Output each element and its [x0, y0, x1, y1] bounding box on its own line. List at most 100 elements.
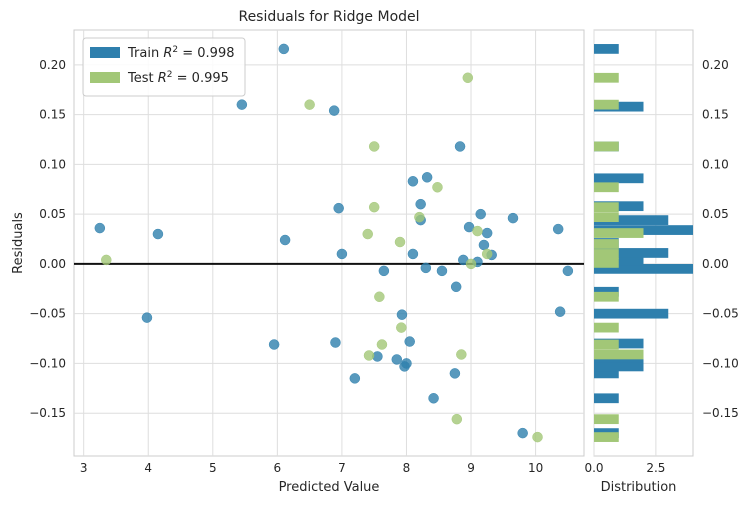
test-residual-point — [472, 225, 483, 237]
distribution-y-tick-label: −0.15 — [702, 406, 739, 420]
test-distribution-bar — [594, 249, 619, 259]
test-distribution-bar — [594, 432, 619, 442]
y-tick-label: 0.15 — [39, 108, 66, 122]
train-distribution-bar — [594, 308, 669, 319]
train-residual-point — [404, 336, 415, 347]
train-residual-point — [562, 265, 574, 277]
legend: Train R2 = 0.998 Test R2 = 0.995 — [82, 37, 246, 97]
distribution-y-tick-label: 0.05 — [702, 207, 729, 221]
test-residual-point — [465, 258, 477, 270]
train-residual-point — [401, 358, 412, 369]
distribution-y-tick-label: 0.10 — [702, 157, 729, 171]
train-residual-point — [415, 198, 426, 210]
x-tick-label: 9 — [467, 461, 475, 475]
test-residual-point — [374, 291, 385, 302]
train-residual-point — [436, 265, 448, 277]
test-residual-point — [304, 99, 315, 110]
distribution-x-tick-labels: 0.0 2.5 — [584, 461, 665, 475]
test-residual-point — [462, 72, 474, 84]
test-distribution-bar — [594, 72, 619, 83]
distribution-x-tick-label: 0.0 — [584, 461, 603, 475]
test-residual-point — [368, 201, 380, 213]
train-residual-point — [336, 248, 348, 260]
train-residual-point — [141, 312, 153, 323]
test-residual-point — [363, 350, 375, 361]
train-distribution-bar — [594, 286, 619, 297]
test-distribution-bar — [594, 291, 619, 302]
train-distribution-bar — [594, 44, 619, 54]
test-residual-point — [396, 322, 407, 333]
train-residual-point — [391, 354, 403, 365]
residuals-gridlines — [74, 30, 584, 456]
legend-entry-train: Train R2 = 0.998 — [127, 45, 235, 61]
y-tick-label: 0.10 — [39, 157, 66, 171]
y-tick-label: −0.15 — [29, 406, 66, 420]
distribution-x-tick-label: 2.5 — [646, 461, 665, 475]
train-residual-point — [396, 309, 408, 320]
train-distribution-bar — [594, 361, 644, 372]
test-residual-point — [481, 248, 493, 260]
train-distribution-bar — [594, 215, 669, 225]
train-residual-point — [278, 43, 290, 55]
train-residual-point — [428, 393, 439, 404]
test-residual-point — [414, 211, 425, 223]
train-distribution-bar — [594, 248, 669, 258]
x-tick-label: 4 — [144, 461, 152, 475]
test-distribution-bar — [594, 182, 619, 193]
distribution-axis-label: Distribution — [601, 480, 677, 495]
chart-title: Residuals for Ridge Model — [238, 9, 419, 25]
train-residual-point — [328, 105, 340, 116]
train-residual-point — [454, 141, 466, 152]
x-axis-label: Predicted Value — [279, 480, 380, 495]
test-distribution-bar — [594, 212, 619, 222]
legend-train-value: = 0.998 — [182, 46, 234, 61]
y-tick-label: −0.05 — [29, 307, 66, 321]
train-distribution-bar — [594, 368, 619, 379]
train-residual-point — [407, 248, 419, 260]
distribution-y-tick-label: −0.05 — [702, 307, 739, 321]
distribution-y-tick-label: 0.20 — [702, 58, 729, 72]
train-residual-point — [407, 176, 419, 187]
test-residual-point — [532, 431, 543, 443]
train-distribution-bar — [594, 264, 693, 274]
train-residual-point — [450, 281, 462, 293]
train-residual-point — [517, 427, 528, 439]
x-tick-label: 6 — [274, 461, 282, 475]
train-residual-point — [475, 208, 486, 220]
train-residual-point — [554, 306, 566, 317]
train-residual-point — [236, 99, 248, 110]
distribution-panel: 0.0 2.5 −0.15 −0.10 −0.05 0.00 0.05 0.10 0.15 0.… — [584, 29, 739, 495]
train-residual-point — [552, 223, 564, 235]
y-tick-label: 0.05 — [39, 207, 66, 221]
train-residual-point — [421, 172, 433, 183]
test-residual-point — [456, 349, 467, 360]
train-residual-point — [333, 202, 344, 214]
y-tick-label: −0.10 — [29, 356, 66, 370]
residual-points — [94, 43, 574, 443]
test-residual-point — [376, 339, 388, 350]
distribution-y-tick-labels: −0.15 −0.10 −0.05 0.00 0.05 0.10 0.15 0.20 — [702, 58, 739, 420]
test-distribution-bar — [594, 141, 619, 152]
train-residual-point — [478, 239, 490, 251]
residuals-plot-area — [73, 29, 585, 457]
x-tick-label: 10 — [528, 461, 543, 475]
distribution-bars — [594, 44, 693, 442]
distribution-y-tick-label: 0.00 — [702, 257, 729, 271]
x-tick-label: 7 — [338, 461, 346, 475]
x-tick-label: 3 — [80, 461, 88, 475]
legend-box — [82, 37, 246, 97]
train-residual-point — [507, 212, 519, 224]
distribution-y-tick-label: −0.10 — [702, 356, 739, 370]
y-tick-label: 0.00 — [39, 257, 66, 271]
test-residual-point — [368, 141, 380, 152]
y-axis-label: Residuals — [11, 212, 26, 274]
test-distribution-bar — [594, 202, 619, 213]
test-distribution-bar — [594, 349, 644, 360]
train-residual-point — [420, 262, 432, 274]
test-residual-point — [451, 413, 463, 425]
test-distribution-bar — [594, 322, 619, 333]
train-distribution-bar — [594, 173, 644, 184]
train-distribution-bar — [594, 393, 619, 404]
test-distribution-bar — [594, 99, 619, 110]
